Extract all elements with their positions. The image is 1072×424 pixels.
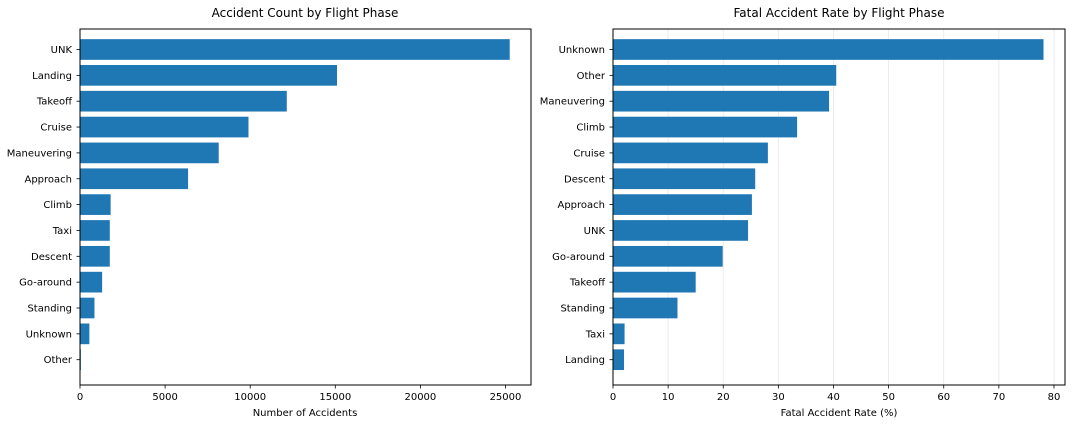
bar [80,194,111,215]
y-tick-label: Takeoff [36,97,73,108]
bar [80,142,219,164]
bars-layer [80,39,510,371]
accident-count-chart: Accident Count by Flight Phase UNK Landin… [7,6,532,419]
bar [80,90,287,112]
bar [613,65,837,86]
x-tick-label: 10000 [234,392,266,403]
bar [613,39,1044,60]
x-tick-label: 0 [610,392,616,403]
x-tick-label: 40 [827,392,840,403]
bar [80,271,103,293]
x-tick-label: 20 [717,392,730,403]
y-tick-label: Descent [31,252,72,263]
x-axis-label: Number of Accidents [253,408,358,419]
x-tick-label: 10 [662,392,675,403]
x-ticks: 0 5000 10000 15000 20000 25000 [77,385,522,403]
bar [80,65,337,86]
chart-title: Accident Count by Flight Phase [212,6,399,20]
x-tick-label: 60 [937,392,950,403]
fatal-rate-chart: Fatal Accident Rate by Flight Phase Unkn… [540,6,1066,419]
bar [613,168,756,190]
x-tick-label: 25000 [490,392,522,403]
bar [80,168,189,190]
y-tick-label: Climb [43,200,72,211]
chart-title: Fatal Accident Rate by Flight Phase [733,6,944,20]
y-tick-label: Landing [565,355,605,366]
y-tick-label: Cruise [573,148,605,159]
bar [613,90,830,112]
y-tick-labels: Unknown Other Maneuvering Climb Cruise Descen… [540,45,613,366]
bar [613,323,625,345]
y-tick-label: Other [577,71,606,82]
y-tick-label: Approach [557,200,605,211]
y-tick-label: Standing [560,304,605,315]
bar [80,220,110,241]
x-tick-label: 50 [882,392,895,403]
x-tick-label: 0 [77,392,83,403]
x-tick-label: 5000 [152,392,177,403]
y-tick-label: Climb [576,123,605,134]
bar [613,142,768,164]
plot-frame [612,28,1066,386]
y-tick-label: Unknown [559,45,605,56]
bar [613,245,723,267]
y-tick-label: Standing [27,304,72,315]
bar [80,245,110,267]
bar [80,116,249,138]
y-tick-label: Maneuvering [7,148,72,159]
y-tick-label: Cruise [40,123,72,134]
y-tick-label: Maneuvering [540,97,605,108]
bar [80,297,95,319]
y-tick-label: UNK [51,45,73,56]
y-tick-label: Go-around [19,278,72,289]
bar [613,220,749,241]
bar [613,271,696,293]
x-tick-label: 70 [992,392,1005,403]
x-tick-label: 15000 [319,392,351,403]
x-tick-label: 30 [772,392,785,403]
bar [80,323,90,345]
x-ticks: 0 10 20 30 40 50 60 70 80 [610,385,1061,403]
bar [613,349,625,371]
x-tick-label: 20000 [404,392,436,403]
y-tick-label: UNK [584,226,606,237]
y-tick-label: Landing [32,71,72,82]
y-tick-label: Taxi [585,329,605,340]
bar [80,39,510,60]
y-tick-label: Go-around [552,252,605,263]
bar [613,116,798,138]
bar [613,297,678,319]
y-tick-label: Takeoff [569,278,606,289]
x-tick-label: 80 [1048,392,1061,403]
bars-layer [613,39,1044,371]
bar [613,194,752,215]
y-tick-labels: UNK Landing Takeoff Cruise Maneuvering Approa… [7,45,80,366]
y-tick-label: Other [44,355,73,366]
y-tick-label: Unknown [26,329,72,340]
plot-frame [79,28,532,386]
y-tick-label: Taxi [52,226,72,237]
y-tick-label: Approach [24,174,72,185]
y-tick-label: Descent [564,174,605,185]
x-axis-label: Fatal Accident Rate (%) [781,408,898,419]
